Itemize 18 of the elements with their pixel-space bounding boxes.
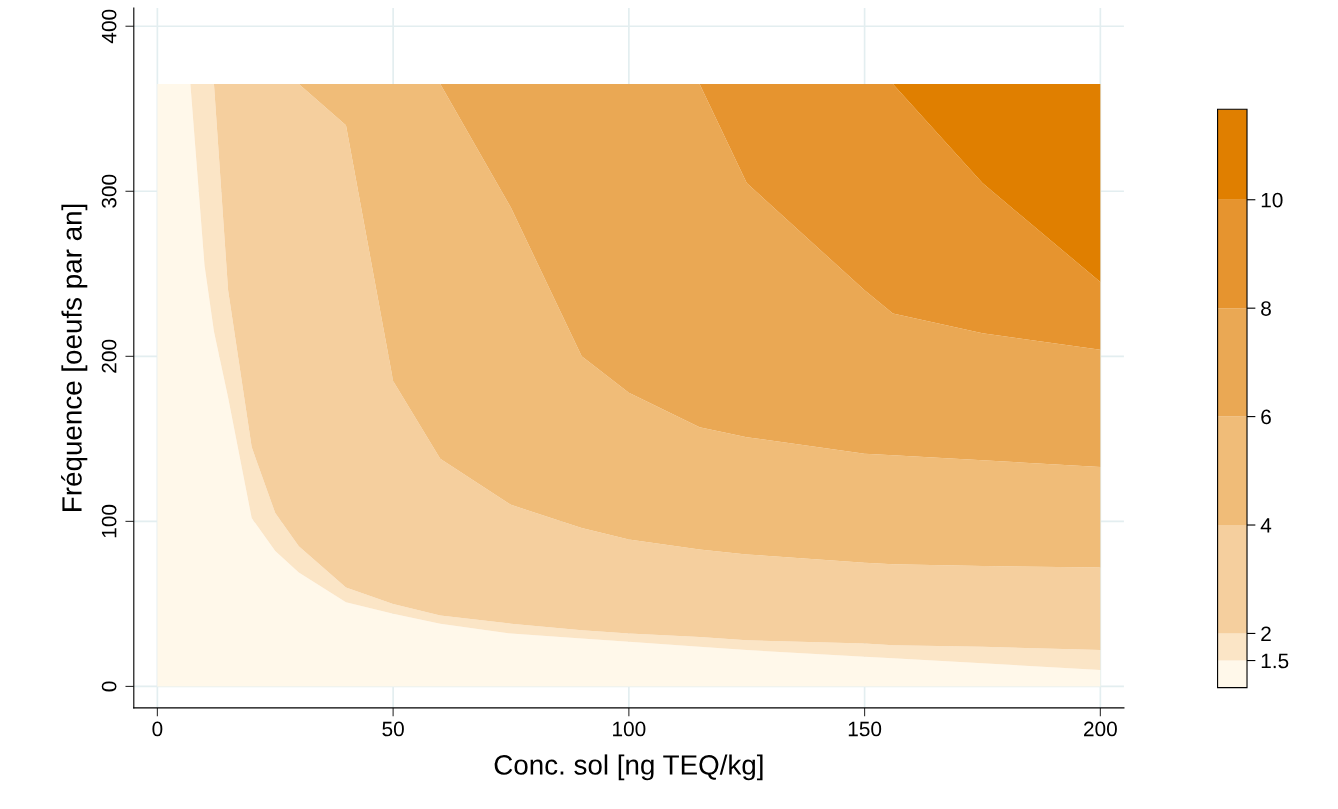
y-axis-title: Fréquence [oeufs par an] bbox=[61, 204, 88, 511]
x-tick-label: 100 bbox=[613, 721, 646, 737]
y-tick-label: 300 bbox=[101, 174, 117, 208]
y-tick-label: 400 bbox=[101, 9, 117, 44]
color-bar-label: 1.5 bbox=[1261, 653, 1289, 669]
x-tick-label: 0 bbox=[152, 721, 163, 737]
x-axis-title: Conc. sol [ng TEQ/kg] bbox=[494, 754, 763, 781]
x-tick-label: 50 bbox=[382, 721, 404, 737]
color-bar-label: 2 bbox=[1261, 626, 1271, 641]
y-tick-label: 0 bbox=[101, 681, 117, 692]
x-tick-label: 200 bbox=[1084, 721, 1117, 737]
y-tick-label: 100 bbox=[101, 504, 117, 538]
color-bar-label: 6 bbox=[1261, 409, 1271, 425]
x-tick-label: 150 bbox=[848, 721, 882, 737]
color-bar-label: 4 bbox=[1260, 518, 1272, 533]
color-bar-label: 10 bbox=[1261, 192, 1283, 208]
color-bar-label: 8 bbox=[1261, 301, 1271, 316]
y-tick-label: 200 bbox=[101, 339, 117, 373]
